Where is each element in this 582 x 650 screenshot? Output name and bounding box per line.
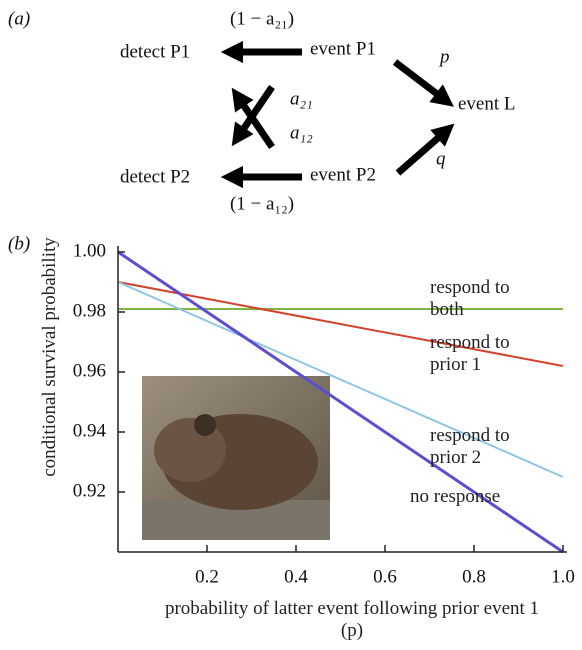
x-tick-label: 0.6 <box>373 566 397 587</box>
y-tick-label: 1.00 <box>73 240 106 261</box>
y-axis-label: conditional survival probability <box>39 237 60 477</box>
x-tick-label: 0.8 <box>462 566 486 587</box>
series-line <box>117 281 564 478</box>
arrows <box>220 40 455 189</box>
edge-label: p <box>438 46 450 67</box>
node: event P1 <box>310 38 376 59</box>
node: detect P1 <box>120 41 190 62</box>
pika-ear <box>194 414 216 436</box>
series-label: respond to prior 2 <box>430 425 510 468</box>
x-axis-label: probability of latter event following pr… <box>164 598 540 641</box>
series-line <box>117 250 564 554</box>
y-tick-label: 0.92 <box>73 480 106 501</box>
x-tick-label: 1.0 <box>551 566 575 587</box>
node: event L <box>458 93 516 114</box>
node: event P2 <box>310 164 376 185</box>
arrow <box>231 87 275 149</box>
series-label: respond to prior 1 <box>430 332 510 375</box>
y-tick-label: 0.94 <box>73 420 107 441</box>
edge-label: a₂₁ <box>290 88 313 109</box>
node: detect P2 <box>120 166 190 187</box>
arrow <box>231 85 275 147</box>
edge-label: a₁₂ <box>290 122 313 143</box>
y-tick-label: 0.96 <box>73 360 106 381</box>
y-tick-label: 0.98 <box>73 300 106 321</box>
edge-label: (1 − a₂₁) <box>230 8 294 29</box>
panel-label: (b) <box>8 233 30 254</box>
series-line <box>117 281 564 367</box>
photo <box>142 376 330 540</box>
x-tick-label: 0.4 <box>284 566 308 587</box>
series-label: respond to both <box>430 277 510 320</box>
edge-label: (1 − a₁₂) <box>230 193 294 214</box>
arrow <box>395 123 455 176</box>
series-label: no response <box>410 486 501 507</box>
arrow <box>392 59 454 107</box>
edge-label: q <box>436 148 446 169</box>
x-tick-label: 0.2 <box>195 566 219 587</box>
panel-label: (a) <box>8 8 30 29</box>
